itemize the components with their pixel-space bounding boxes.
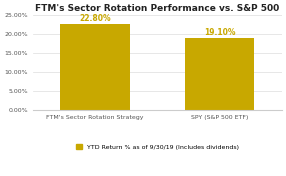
Bar — [60, 24, 130, 110]
Text: 19.10%: 19.10% — [204, 27, 235, 36]
Title: FTM's Sector Rotation Performance vs. S&P 500: FTM's Sector Rotation Performance vs. S&… — [35, 4, 279, 13]
Bar — [185, 38, 255, 110]
Text: 22.80%: 22.80% — [79, 14, 111, 23]
Legend: YTD Return % as of 9/30/19 (Includes dividends): YTD Return % as of 9/30/19 (Includes div… — [73, 142, 241, 152]
